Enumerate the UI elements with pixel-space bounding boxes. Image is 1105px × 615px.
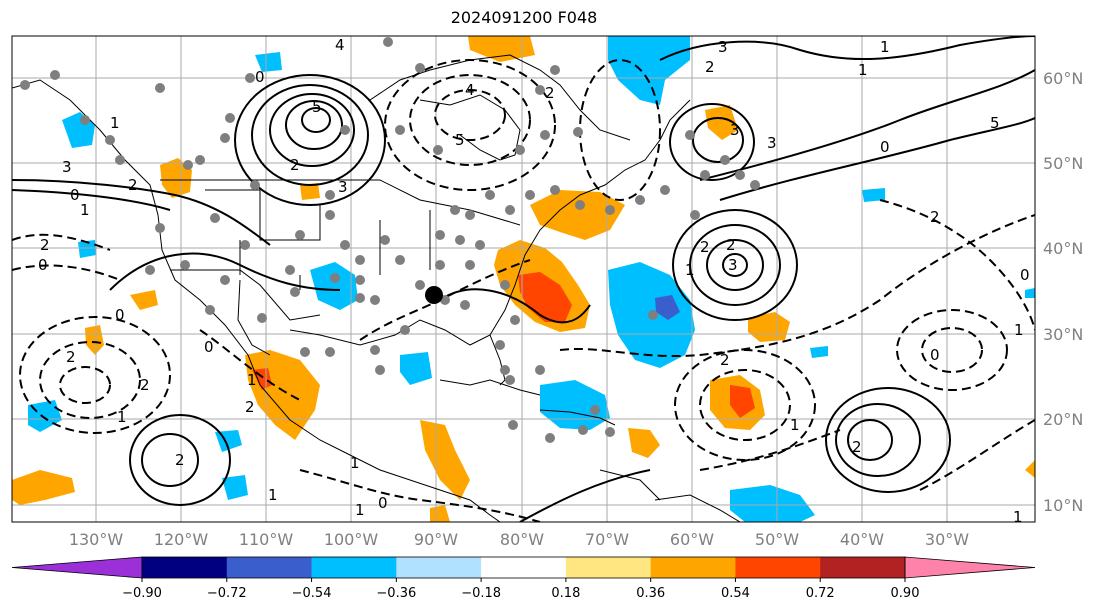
contour-label: 3 (718, 38, 728, 56)
colorbar-tick-label: 0.54 (721, 586, 750, 601)
contour-label: 1 (80, 201, 90, 219)
lat-tick-label: 40°N (1043, 239, 1083, 258)
contour-label: 1 (268, 486, 278, 504)
contour-label: 1 (247, 371, 257, 389)
colorbar-segment (396, 557, 482, 578)
contour-label: 0 (255, 68, 265, 86)
lat-tick-label: 30°N (1043, 325, 1083, 344)
contour-label: 0 (378, 494, 388, 512)
lat-tick-label: 60°N (1043, 69, 1083, 88)
contour-label: 2 (140, 376, 150, 394)
contour-label: 2 (852, 438, 862, 456)
lon-tick-label: 100°W (324, 530, 379, 549)
lon-tick-label: 40°W (840, 530, 884, 549)
lon-tick-label: 60°W (670, 530, 714, 549)
contour-label: 2 (726, 236, 736, 254)
lat-tick-label: 20°N (1043, 410, 1083, 429)
warm-anomaly-shading (12, 36, 1035, 522)
contour-label: 1 (858, 61, 868, 79)
storm-center-marker (425, 286, 443, 304)
lon-tick-label: 30°W (925, 530, 969, 549)
lon-tick-label: 130°W (69, 530, 124, 549)
colorbar-extend-max (904, 556, 1036, 579)
positive-contours (12, 36, 1035, 522)
lon-tick-label: 80°W (500, 530, 544, 549)
contour-label: 2 (705, 58, 715, 76)
lon-tick-label: 90°W (414, 530, 458, 549)
contour-label: 2 (700, 238, 710, 256)
negative-contours (12, 59, 1035, 522)
colorbar-tick-label: −0.18 (461, 586, 501, 601)
map-title: 2024091200 F048 (450, 8, 598, 27)
contour-label: 0 (115, 306, 125, 324)
contour-label: 4 (335, 36, 345, 54)
contour-label: 1 (1014, 321, 1024, 339)
colorbar-tick-label: −0.90 (122, 586, 162, 601)
contour-label: 2 (128, 176, 138, 194)
contour-label: 1 (110, 114, 120, 132)
colorbar-segment (142, 557, 228, 578)
colorbar-segment (481, 557, 567, 578)
colorbar-segment (735, 557, 821, 578)
contour-label: 3 (338, 178, 348, 196)
contour-label: 1 (790, 416, 800, 434)
colorbar: −0.90 −0.72 −0.54 −0.36 −0.18 0.18 0.36 0.54 0.7… (11, 556, 1036, 601)
lat-tick-label: 10°N (1043, 496, 1083, 515)
contour-label: 2 (930, 208, 940, 226)
colorbar-tick-label: 0.72 (806, 586, 835, 601)
colorbar-segment (650, 557, 736, 578)
colorbar-tick-label: −0.36 (376, 586, 416, 601)
contour-label: 1 (685, 261, 695, 279)
observation-points (20, 37, 760, 443)
colorbar-segment (226, 557, 313, 578)
colorbar-segment (820, 557, 906, 578)
contour-label: 5 (455, 131, 465, 149)
contour-label: 1 (350, 454, 360, 472)
colorbar-tick-label: 0.90 (891, 586, 920, 601)
contour-label: 2 (175, 451, 185, 469)
colorbar-segment (565, 557, 652, 578)
colorbar-segment (311, 557, 397, 578)
longitude-axis: 130°W 120°W 110°W 100°W 90°W 80°W 70°W 6… (69, 530, 969, 549)
contour-label: 3 (62, 158, 72, 176)
contour-labels: 4 1 2 3 0 2 5 0 4 3 5 1 1 2 3 3 3 5 2 0 … (38, 36, 1030, 526)
contour-label: 1 (880, 38, 890, 56)
contour-label: 0 (1020, 266, 1030, 284)
latitude-axis: 60°N 50°N 40°N 30°N 20°N 10°N (1043, 69, 1083, 515)
colorbar-extend-min (11, 556, 143, 579)
coastlines (12, 54, 741, 522)
colorbar-tick-label: 0.18 (551, 586, 580, 601)
contour-label: 2 (720, 351, 730, 369)
contour-label: 0 (880, 138, 890, 156)
contour-label: 5 (312, 98, 322, 116)
contour-label: 3 (730, 121, 740, 139)
contour-label: 0 (70, 186, 80, 204)
lat-tick-label: 50°N (1043, 154, 1083, 173)
contour-label: 5 (990, 114, 1000, 132)
contour-label: 4 (465, 81, 475, 99)
colorbar-tick-label: −0.54 (292, 586, 332, 601)
contour-label: 1 (1013, 508, 1023, 526)
contour-label: 1 (355, 501, 365, 519)
contour-label: 3 (728, 256, 738, 274)
contour-label: 0 (38, 256, 48, 274)
contour-label: 3 (767, 134, 777, 152)
contour-label: 2 (40, 236, 50, 254)
lon-tick-label: 50°W (755, 530, 799, 549)
contour-label: 2 (245, 398, 255, 416)
lon-tick-label: 120°W (154, 530, 209, 549)
contour-label: 2 (290, 156, 300, 174)
contour-label: 1 (117, 408, 127, 426)
colorbar-tick-label: −0.72 (207, 586, 247, 601)
contour-label: 0 (204, 338, 214, 356)
contour-label: 0 (930, 346, 940, 364)
contour-label: 2 (66, 348, 76, 366)
lon-tick-label: 70°W (585, 530, 629, 549)
lon-tick-label: 110°W (239, 530, 294, 549)
contour-label: 2 (545, 84, 555, 102)
colorbar-tick-label: 0.36 (636, 586, 665, 601)
